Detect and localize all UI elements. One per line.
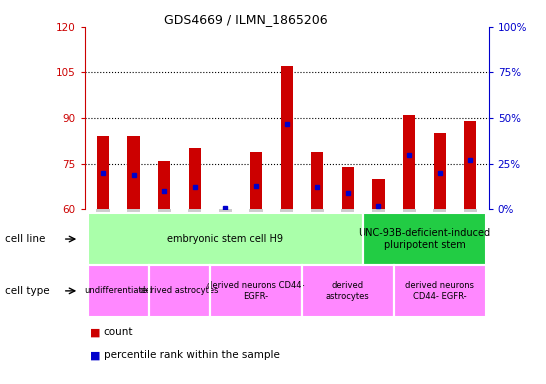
Text: ■: ■ <box>90 327 100 337</box>
Text: ■: ■ <box>90 350 100 360</box>
Text: embryonic stem cell H9: embryonic stem cell H9 <box>168 234 283 244</box>
Text: GDS4669 / ILMN_1865206: GDS4669 / ILMN_1865206 <box>164 13 328 26</box>
Bar <box>127 136 140 209</box>
Text: derived
astrocytes: derived astrocytes <box>326 281 370 301</box>
Text: percentile rank within the sample: percentile rank within the sample <box>104 350 280 360</box>
Text: derived neurons
CD44- EGFR-: derived neurons CD44- EGFR- <box>405 281 474 301</box>
Text: UNC-93B-deficient-induced
pluripotent stem: UNC-93B-deficient-induced pluripotent st… <box>358 228 490 250</box>
Text: count: count <box>104 327 133 337</box>
Text: cell line: cell line <box>5 234 46 244</box>
Bar <box>372 179 384 209</box>
Text: cell type: cell type <box>5 286 50 296</box>
Bar <box>342 167 354 209</box>
Bar <box>250 152 262 209</box>
Text: derived astrocytes: derived astrocytes <box>140 286 219 295</box>
Bar <box>403 115 415 209</box>
Bar <box>189 149 201 209</box>
Bar <box>434 133 446 209</box>
Bar <box>158 161 170 209</box>
Text: undifferentiated: undifferentiated <box>84 286 152 295</box>
Bar <box>311 152 323 209</box>
Bar <box>97 136 109 209</box>
Text: derived neurons CD44-
EGFR-: derived neurons CD44- EGFR- <box>207 281 305 301</box>
Bar <box>464 121 477 209</box>
Bar <box>281 66 293 209</box>
